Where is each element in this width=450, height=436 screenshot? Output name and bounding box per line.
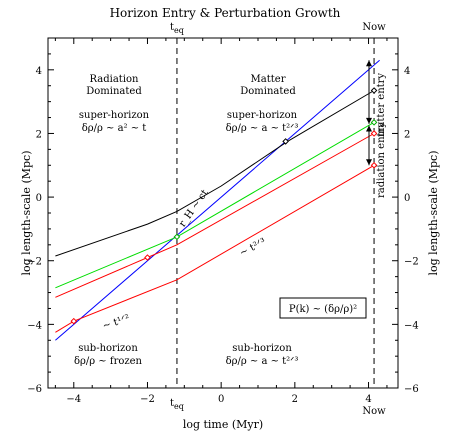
marker-7 <box>370 161 378 169</box>
vertical-markers: teq teq Now Now <box>170 22 386 417</box>
vline-label-0-1: teq <box>170 398 184 411</box>
xtick-label-2: 0 <box>218 394 224 405</box>
slope-half-label: ~ t¹ᐟ² <box>101 313 131 332</box>
ytick-label-right-5: 4 <box>404 66 410 77</box>
vline-label-0-0: teq <box>170 22 184 35</box>
ytick-label-left-2: −2 <box>27 257 42 268</box>
vline-label-1-0: Now <box>362 22 386 33</box>
x-axis-label: log time (Myr) <box>183 418 263 431</box>
marker-1 <box>144 254 151 261</box>
ytick-label-left-1: −4 <box>27 320 42 331</box>
y-axis-label-right: log length-scale (Mpc) <box>427 151 440 276</box>
sub-horizon-mat-formula: δρ/ρ ~ a ~ t²ᐟ³ <box>226 356 299 367</box>
radiation-entry-label: radiation entry <box>376 122 387 198</box>
region-matter-line2: Dominated <box>240 86 296 97</box>
sub-horizon-rad-formula: δρ/ρ ~ frozen <box>74 356 143 367</box>
marker-2 <box>173 233 181 241</box>
ytick-label-left-5: 4 <box>36 66 42 77</box>
vline-label-sub-0-0: eq <box>174 26 184 35</box>
ytick-label-right-1: −4 <box>404 320 419 331</box>
region-radiation-line2: Dominated <box>86 86 142 97</box>
ytick-label-right-0: −6 <box>404 384 419 395</box>
series-line-1 <box>55 90 375 257</box>
ytick-label-left-3: 0 <box>36 193 42 204</box>
ytick-label-left-4: 2 <box>36 129 42 140</box>
matter-entry-arrow-head-bottom <box>366 117 372 124</box>
marker-4 <box>370 87 378 94</box>
entry-arrows <box>366 60 372 166</box>
marker-3 <box>282 138 289 145</box>
xtick-label-4: 4 <box>365 394 371 405</box>
ytick-label-right-3: 0 <box>404 193 410 204</box>
ytick-label-right-4: 2 <box>404 129 410 140</box>
series-markers <box>70 87 378 325</box>
super-horizon-rad-label: super-horizon <box>79 110 150 121</box>
matter-entry-label: matter entry <box>376 73 387 138</box>
matter-entry-arrow-head-top <box>366 60 372 67</box>
ytick-label-left-0: −6 <box>27 384 42 395</box>
super-horizon-mat-label: super-horizon <box>227 110 298 121</box>
ytick-label-right-2: −2 <box>404 257 419 268</box>
series-line-4 <box>55 164 375 333</box>
series-line-0 <box>55 59 380 341</box>
vline-label-sub-0-1: eq <box>174 402 184 411</box>
radiation-entry-arrow-head-top <box>366 125 372 132</box>
power-spectrum-label: P(k) ~ (δρ/ρ)² <box>289 304 357 315</box>
marker-0 <box>70 317 78 325</box>
xtick-label-0: −4 <box>66 394 81 405</box>
slope-two-thirds-label: ~ t²ᐟ³ <box>238 237 268 259</box>
sub-horizon-rad-label: sub-horizon <box>78 343 138 354</box>
marker-5 <box>370 119 378 126</box>
sub-horizon-mat-label: sub-horizon <box>232 343 292 354</box>
chart-title: Horizon Entry & Perturbation Growth <box>110 6 341 20</box>
y-axis-label: log length-scale (Mpc) <box>20 151 33 276</box>
series-line-2 <box>55 121 375 289</box>
super-horizon-mat-formula: δρ/ρ ~ a ~ t²ᐟ³ <box>226 123 299 134</box>
power-spectrum-box <box>279 297 367 319</box>
axes: −4 −2 0 2 4 −6 −6 −4 −4 −2 −2 0 0 2 2 4 4 <box>27 38 419 405</box>
xtick-label-1: −2 <box>140 394 155 405</box>
region-matter-line1: Matter <box>251 74 286 85</box>
vline-label-1-1: Now <box>362 406 386 417</box>
xtick-label-3: 2 <box>292 394 298 405</box>
series-line-3 <box>55 133 375 298</box>
radiation-entry-arrow-head-bottom <box>366 159 372 166</box>
super-horizon-rad-formula: δρ/ρ ~ a² ~ t <box>82 123 147 134</box>
region-radiation-line1: Radiation <box>90 74 140 85</box>
marker-6 <box>370 130 378 137</box>
